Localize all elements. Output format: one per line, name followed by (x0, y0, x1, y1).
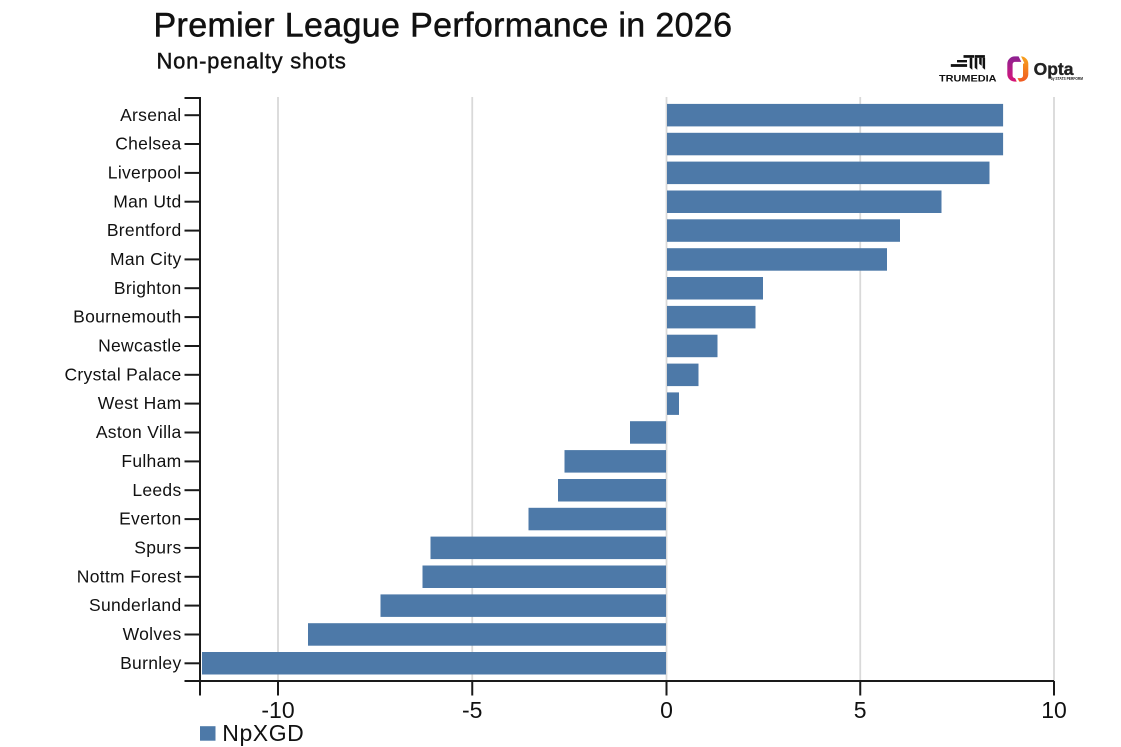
svg-text:Bournemouth: Bournemouth (73, 307, 181, 327)
svg-text:Premier League Performance in: Premier League Performance in 2026 (154, 6, 733, 44)
svg-text:Brighton: Brighton (114, 278, 182, 298)
svg-text:Everton: Everton (119, 509, 181, 529)
svg-text:Man Utd: Man Utd (113, 191, 181, 211)
svg-text:-5: -5 (462, 697, 482, 723)
svg-text:Sunderland: Sunderland (89, 595, 182, 615)
svg-text:Opta: Opta (1034, 59, 1074, 79)
svg-text:5: 5 (854, 697, 867, 723)
svg-text:10: 10 (1041, 697, 1067, 723)
svg-text:Newcastle: Newcastle (98, 336, 181, 356)
svg-text:Leeds: Leeds (132, 480, 181, 500)
svg-text:Wolves: Wolves (123, 624, 182, 644)
svg-text:Aston Villa: Aston Villa (96, 422, 182, 442)
svg-text:Arsenal: Arsenal (120, 105, 181, 125)
svg-text:Nottm Forest: Nottm Forest (77, 566, 182, 586)
svg-text:West Ham: West Ham (98, 393, 182, 413)
svg-text:Liverpool: Liverpool (108, 163, 182, 183)
svg-text:Man City: Man City (110, 249, 181, 269)
svg-text:Spurs: Spurs (134, 538, 181, 558)
svg-text:Chelsea: Chelsea (115, 134, 181, 154)
svg-text:TRUMEDIA: TRUMEDIA (939, 73, 997, 83)
svg-text:Non-penalty shots: Non-penalty shots (157, 49, 347, 74)
svg-text:by STATS PERFORM: by STATS PERFORM (1051, 76, 1083, 81)
svg-text:Crystal Palace: Crystal Palace (64, 364, 181, 384)
svg-text:0: 0 (660, 697, 673, 723)
svg-text:Burnley: Burnley (120, 653, 181, 673)
svg-text:Fulham: Fulham (121, 451, 181, 471)
svg-text:Brentford: Brentford (107, 220, 182, 240)
svg-text:-10: -10 (261, 697, 294, 723)
svg-text:NpXGD: NpXGD (222, 720, 304, 746)
